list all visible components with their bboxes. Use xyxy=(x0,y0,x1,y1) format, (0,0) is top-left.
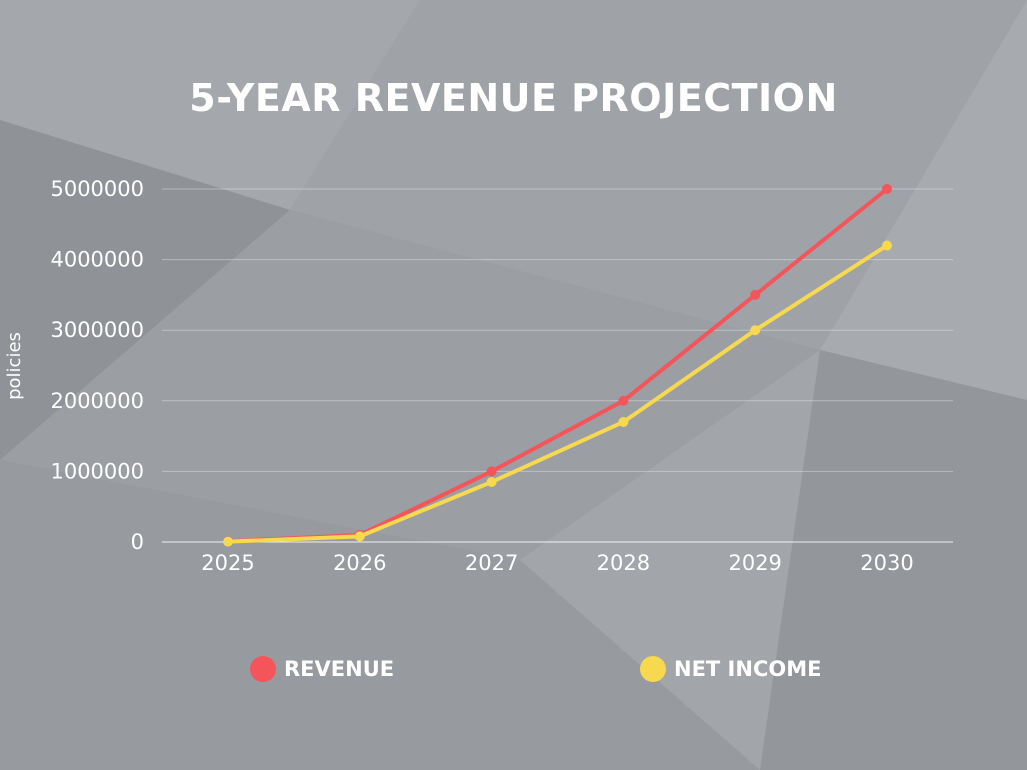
x-tick-label: 2029 xyxy=(728,551,781,575)
y-tick-label: 1000000 xyxy=(50,459,144,483)
series-line-net-income xyxy=(226,243,889,544)
y-tick-label: 0 xyxy=(131,530,144,554)
data-point-net-income xyxy=(486,476,497,487)
data-point-revenue xyxy=(750,289,761,300)
data-point-net-income xyxy=(354,531,365,542)
legend-label-net-income: NET INCOME xyxy=(674,657,822,681)
legend-label-revenue: REVENUE xyxy=(284,657,395,681)
y-tick-label: 2000000 xyxy=(50,389,144,413)
data-point-net-income xyxy=(750,325,761,336)
legend-item-revenue: REVENUE xyxy=(250,656,394,682)
x-tick-label: 2026 xyxy=(333,551,386,575)
data-point-net-income xyxy=(223,536,233,547)
series-line-revenue xyxy=(226,187,889,544)
chart-title: 5-YEAR REVENUE PROJECTION xyxy=(189,76,838,120)
data-point-net-income xyxy=(618,416,629,427)
legend-swatch-revenue xyxy=(250,656,276,682)
y-tick-label: 4000000 xyxy=(50,248,144,272)
x-tick-label: 2030 xyxy=(860,551,913,575)
y-tick-label: 5000000 xyxy=(50,177,144,201)
x-tick-label: 2025 xyxy=(201,551,254,575)
data-point-revenue xyxy=(882,184,892,194)
legend-item-net-income: NET INCOME xyxy=(640,656,821,682)
legend-swatch-net-income xyxy=(640,656,666,682)
y-tick-label: 3000000 xyxy=(50,318,144,342)
x-tick-label: 2027 xyxy=(465,551,518,575)
data-point-revenue xyxy=(618,395,629,406)
data-point-revenue xyxy=(486,466,497,477)
y-axis-label: policies xyxy=(4,332,25,400)
data-point-net-income xyxy=(882,240,892,251)
x-tick-label: 2028 xyxy=(597,551,650,575)
